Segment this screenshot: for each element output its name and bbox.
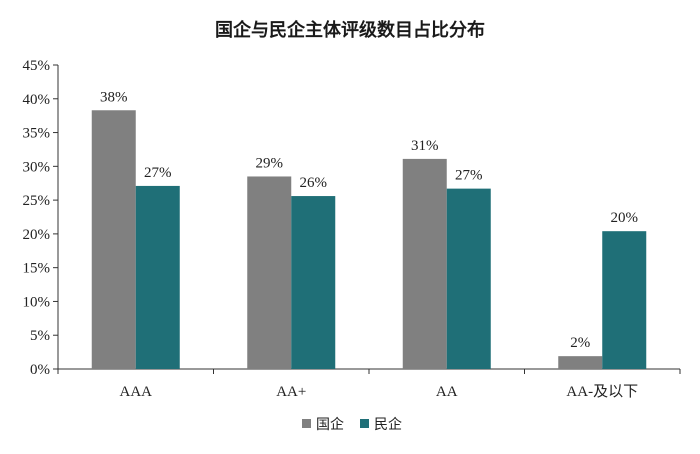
x-tick-label: AA+ <box>276 384 306 400</box>
bars <box>91 110 647 370</box>
bar-soe-3 <box>558 356 603 369</box>
bar-soe-0 <box>91 110 136 370</box>
legend: 国企 民企 <box>302 416 402 433</box>
y-tick-label: 15% <box>23 261 51 277</box>
legend-label: 民企 <box>374 416 402 433</box>
y-tick-label: 10% <box>23 294 51 310</box>
data-label: 31% <box>411 138 439 154</box>
y-tick-label: 45% <box>23 58 51 74</box>
data-label: 2% <box>570 335 590 351</box>
bar-private-0 <box>135 185 180 369</box>
x-tick-label: AA <box>436 384 458 400</box>
bar-private-1 <box>291 196 336 369</box>
y-tick-label: 40% <box>23 92 51 108</box>
chart-title: 国企与民企主体评级数目占比分布 <box>215 19 485 41</box>
y-tick-label: 0% <box>30 362 50 378</box>
bar-private-3 <box>602 231 647 369</box>
bar-soe-1 <box>247 176 292 369</box>
data-label: 29% <box>256 155 284 171</box>
bar-private-2 <box>446 188 491 369</box>
x-tick-label: AA-及以下 <box>566 384 638 400</box>
legend-label: 国企 <box>316 416 344 433</box>
bar-soe-2 <box>402 158 447 369</box>
data-label: 27% <box>455 168 483 184</box>
x-tick-label: AAA <box>120 384 153 400</box>
data-label: 38% <box>100 89 128 105</box>
y-tick-label: 20% <box>23 227 51 243</box>
y-axis-ticks: 0% 5% 10% 15% 20% 25% 30% 35% 40% 45% <box>23 58 58 378</box>
y-tick-label: 30% <box>23 159 51 175</box>
y-tick-label: 35% <box>23 126 51 142</box>
x-axis-labels: AAA AA+ AA AA-及以下 <box>57 369 681 400</box>
data-label: 27% <box>144 165 172 181</box>
y-tick-label: 25% <box>23 193 51 209</box>
data-labels: 38% 27% 29% 26% 31% 27% 2% 20% <box>100 89 638 351</box>
legend-swatch <box>302 419 311 428</box>
data-label: 20% <box>611 210 639 226</box>
data-label: 26% <box>300 175 328 191</box>
y-tick-label: 5% <box>30 328 50 344</box>
legend-swatch <box>360 419 369 428</box>
